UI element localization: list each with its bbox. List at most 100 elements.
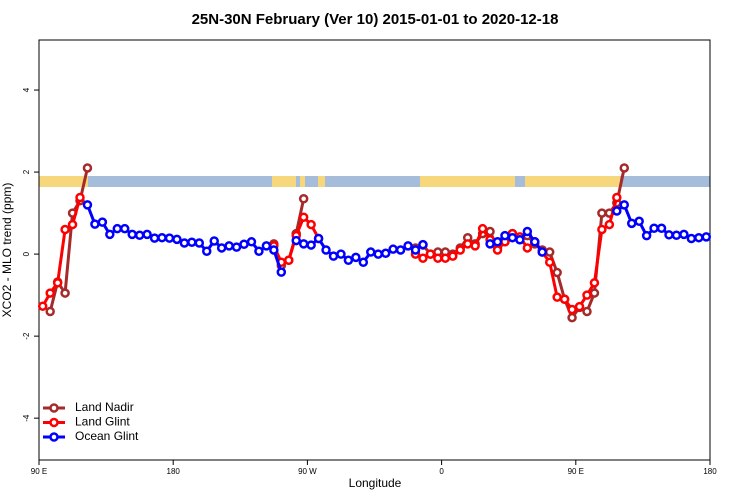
data-point	[291, 235, 301, 246]
data-point	[544, 247, 555, 257]
data-point	[597, 208, 607, 218]
data-point	[37, 301, 48, 311]
data-point	[492, 237, 503, 247]
data-point	[522, 243, 533, 253]
data-point	[507, 232, 518, 243]
data-point	[492, 245, 503, 255]
data-point	[418, 253, 428, 263]
data-point	[187, 237, 197, 247]
data-point	[276, 267, 287, 277]
data-point	[351, 252, 361, 263]
data-point	[597, 224, 607, 235]
land-ocean-band	[39, 176, 710, 187]
data-point	[298, 193, 309, 204]
x-tick-label: 90 E	[568, 467, 584, 476]
data-point	[343, 255, 354, 266]
data-point	[418, 239, 428, 250]
data-point	[589, 278, 600, 288]
chart-title: 25N-30N February (Ver 10) 2015-01-01 to …	[192, 11, 559, 28]
data-point	[82, 200, 93, 210]
land-band	[420, 176, 515, 187]
data-point	[149, 233, 160, 243]
data-point	[306, 240, 316, 250]
data-point	[440, 253, 451, 263]
data-point	[574, 301, 585, 312]
data-point	[671, 230, 682, 240]
data-point	[298, 239, 309, 249]
data-point	[649, 223, 659, 234]
data-point	[366, 247, 376, 257]
data-point	[515, 234, 525, 245]
data-point	[373, 249, 383, 259]
data-point	[45, 288, 55, 298]
data-point	[395, 245, 406, 255]
plot-frame	[38, 39, 711, 461]
data-point	[224, 241, 234, 251]
legend-label: Land Glint	[75, 415, 130, 429]
data-point	[306, 219, 316, 230]
data-point	[60, 224, 70, 235]
data-point	[403, 241, 413, 251]
data-point	[119, 223, 130, 234]
land-band	[39, 176, 88, 187]
data-point	[612, 206, 622, 216]
y-tick-label: 2	[22, 169, 31, 174]
data-point	[612, 192, 622, 203]
data-point	[626, 218, 637, 229]
data-point	[619, 163, 630, 173]
data-point	[470, 241, 480, 251]
data-point	[455, 245, 465, 255]
data-point	[328, 251, 339, 261]
legend-marker	[49, 403, 59, 413]
data-point	[284, 255, 294, 266]
y-tick-label: -2	[22, 332, 31, 340]
data-point	[537, 247, 547, 257]
data-point	[433, 253, 443, 263]
x-tick-label: 180	[703, 467, 717, 476]
data-point	[179, 238, 190, 248]
data-point	[544, 257, 555, 268]
data-point	[127, 229, 137, 240]
data-point	[209, 236, 219, 246]
data-point	[686, 233, 697, 244]
legend-marker	[49, 417, 59, 428]
data-point	[701, 232, 712, 242]
data-point	[582, 290, 592, 300]
data-point	[60, 288, 70, 298]
data-point	[358, 257, 369, 268]
data-point	[530, 237, 540, 247]
data-point	[619, 200, 630, 210]
data-point	[321, 245, 331, 255]
data-point	[336, 249, 346, 259]
data-point	[142, 229, 152, 240]
data-point	[246, 237, 257, 247]
data-point	[97, 217, 108, 227]
data-point	[552, 292, 562, 302]
data-point	[239, 239, 249, 250]
data-point	[164, 233, 175, 243]
data-point	[134, 230, 145, 240]
data-point	[634, 216, 644, 227]
data-point	[45, 306, 55, 317]
data-point	[679, 229, 689, 240]
data-point	[664, 230, 674, 240]
x-tick-label: 90 E	[31, 467, 47, 476]
land-band	[272, 176, 296, 187]
data-point	[604, 219, 615, 230]
legend-marker	[49, 432, 59, 442]
x-tick-label: 180	[167, 467, 181, 476]
data-point	[52, 278, 63, 288]
data-point	[462, 239, 473, 249]
y-tick-label: 4	[22, 87, 31, 92]
x-tick-label: 0	[439, 467, 444, 476]
data-point	[552, 267, 562, 278]
land-band	[300, 176, 305, 187]
data-point	[485, 239, 495, 249]
data-point	[694, 232, 704, 243]
data-point	[559, 294, 570, 304]
data-point	[567, 312, 577, 323]
data-point	[567, 304, 577, 315]
legend-label: Land Nadir	[75, 400, 134, 414]
y-tick-label: -4	[22, 414, 31, 422]
